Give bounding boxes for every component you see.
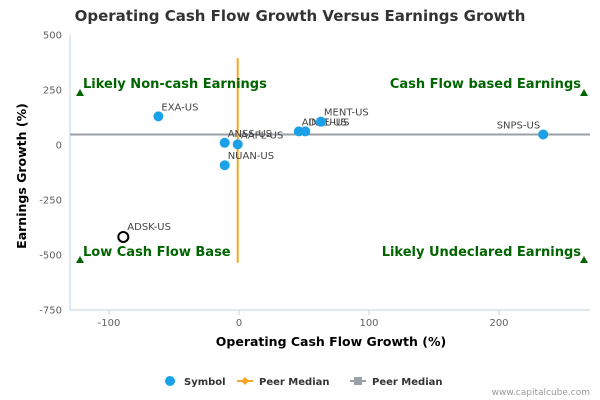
y-axis-ticks: 500 250 0 -250 -500 -750	[39, 31, 62, 317]
y-tick-label: -750	[39, 306, 62, 317]
quadrant-label-bottom-right: Likely Undeclared Earnings	[382, 245, 582, 260]
symbol-label: INTU-US	[308, 117, 349, 128]
highlight-point	[117, 230, 130, 243]
quadrant-marker-bottom-right	[580, 256, 588, 263]
symbol-label: ANSS-US	[228, 129, 272, 140]
legend: Symbol Peer Median Peer Median	[165, 376, 443, 388]
quadrant-marker-top-right	[580, 89, 588, 96]
symbol-point	[219, 160, 230, 171]
quadrant-label-top-left: Likely Non-cash Earnings	[83, 77, 267, 92]
x-axis-title: Operating Cash Flow Growth (%)	[216, 334, 446, 349]
symbol-point	[315, 116, 326, 127]
legend-square-marker	[354, 377, 362, 385]
y-tick-label: -250	[39, 196, 62, 207]
x-tick-label: 200	[489, 318, 508, 329]
y-tick-label: 250	[43, 86, 62, 97]
chart-title: Operating Cash Flow Growth Versus Earnin…	[75, 7, 526, 25]
plot-area	[69, 35, 590, 311]
x-tick-label: -100	[98, 318, 121, 329]
legend-label: Symbol	[184, 377, 226, 388]
data-points: EXA-USANSS-USAAPL-USNUAN-USADBE-USINTU-U…	[117, 102, 549, 243]
y-tick-label: -500	[39, 251, 62, 262]
x-axis-ticks: -100 0 100 200	[98, 310, 509, 329]
legend-diamond-marker	[241, 377, 249, 385]
quadrant-marker-top-left	[76, 89, 84, 96]
quadrant-labels: Likely Non-cash Earnings Cash Flow based …	[76, 77, 588, 263]
symbol-label: NUAN-US	[228, 151, 274, 162]
legend-label: Peer Median	[259, 377, 330, 388]
quadrant-marker-bottom-left	[76, 256, 84, 263]
symbol-point	[219, 137, 230, 148]
x-tick-label: 100	[359, 318, 378, 329]
quadrant-label-top-right: Cash Flow based Earnings	[390, 77, 581, 92]
symbol-label: SNPS-US	[497, 120, 540, 131]
legend-symbol-marker	[165, 376, 175, 386]
y-tick-label: 0	[56, 141, 62, 152]
x-tick-label: 0	[236, 318, 242, 329]
y-axis-title: Earnings Growth (%)	[14, 103, 29, 249]
symbol-label: MENT-US	[324, 108, 369, 119]
y-tick-label: 500	[43, 31, 62, 42]
symbol-point	[300, 126, 311, 137]
credit-text: www.capitalcube.com	[492, 388, 590, 398]
quadrant-label-bottom-left: Low Cash Flow Base	[83, 245, 231, 260]
symbol-point	[153, 111, 164, 122]
highlight-label: ADSK-US	[127, 222, 171, 233]
symbol-label: AAPL-US	[241, 130, 284, 141]
symbol-label: EXA-US	[161, 102, 198, 113]
legend-label: Peer Median	[372, 377, 443, 388]
symbol-point	[538, 129, 549, 140]
symbol-point	[232, 139, 243, 150]
